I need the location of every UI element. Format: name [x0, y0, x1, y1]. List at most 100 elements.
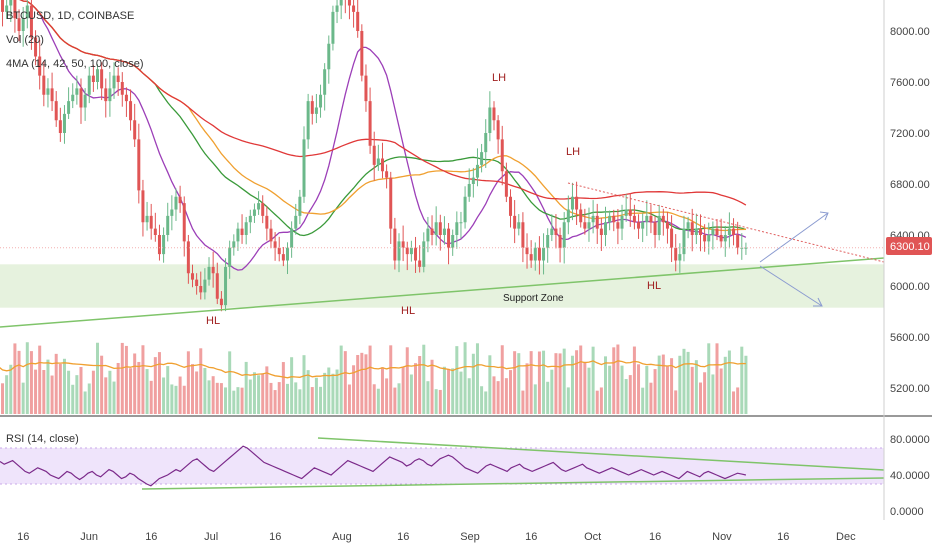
candle-body — [91, 75, 95, 82]
volume-bar — [29, 351, 33, 414]
candle-body — [331, 11, 335, 44]
volume-bar — [290, 357, 294, 414]
candle-body — [277, 247, 281, 255]
candle-body — [740, 247, 744, 249]
rsi-tick-label: 40.0000 — [890, 470, 930, 482]
volume-bar — [570, 355, 574, 414]
candle-body — [475, 164, 479, 178]
volume-bar — [521, 390, 525, 414]
volume-bar — [389, 345, 393, 414]
volume-bar — [294, 382, 298, 414]
candle-body — [517, 222, 521, 229]
volume-bar — [558, 353, 562, 414]
candle-body — [54, 101, 58, 121]
candle-body — [653, 222, 657, 235]
volume-bar — [67, 370, 71, 414]
volume-bar — [352, 365, 356, 414]
volume-bar — [42, 370, 46, 414]
volume-bar — [79, 366, 83, 414]
candle-body — [100, 69, 104, 89]
candle-body — [141, 190, 145, 223]
candle-body — [595, 215, 599, 229]
volume-bar — [91, 370, 95, 414]
volume-bar — [707, 343, 711, 414]
candle-body — [21, 18, 25, 31]
candle-body — [492, 107, 496, 121]
x-tick-label: 16 — [269, 531, 281, 543]
volume-bar — [306, 370, 310, 414]
volume-bar — [199, 348, 203, 414]
candle-body — [397, 241, 401, 261]
candle-body — [195, 279, 199, 286]
volume-bar — [75, 375, 79, 414]
volume-bar — [343, 351, 347, 414]
volume-bar — [595, 390, 599, 414]
candle-body — [25, 5, 29, 19]
volume-bar — [554, 353, 558, 414]
x-tick-label: 16 — [777, 531, 789, 543]
x-tick-label: 16 — [397, 531, 409, 543]
volume-bar — [141, 345, 145, 414]
candle-body — [166, 215, 170, 235]
support-zone — [0, 264, 884, 308]
candle-body — [612, 215, 616, 223]
price-tag: 6300.10 — [886, 237, 932, 255]
x-tick-label: Sep — [460, 531, 480, 543]
volume-bar — [269, 382, 273, 414]
volume-bar — [182, 385, 186, 414]
volume-bar — [58, 363, 62, 414]
volume-bar — [727, 350, 731, 414]
candle-body — [380, 158, 384, 172]
annotation-hl-1: HL — [206, 315, 220, 327]
volume-bar — [149, 380, 153, 414]
candle-body — [467, 184, 471, 197]
candle-body — [352, 5, 356, 12]
x-tick-label: Dec — [836, 531, 856, 543]
volume-bar — [298, 389, 302, 414]
candle-body — [145, 215, 149, 223]
price-tick-label: 6000.00 — [890, 281, 930, 293]
volume-bar — [38, 345, 42, 414]
x-tick-label: Aug — [332, 531, 352, 543]
candle-body — [1, 0, 5, 12]
volume-bar — [434, 389, 438, 414]
volume-bar — [686, 351, 690, 414]
candle-body — [513, 215, 517, 229]
legend-ma: 4MA (14, 42, 50, 100, close) — [6, 58, 144, 70]
candle-body — [265, 215, 269, 229]
volume-bar — [665, 366, 669, 414]
candle-body — [281, 254, 285, 261]
volume-ma-line — [0, 360, 746, 379]
candle-body — [108, 88, 112, 102]
volume-bar — [356, 355, 360, 414]
price-tick-label: 5200.00 — [890, 383, 930, 395]
volume-bar — [694, 360, 698, 414]
candle-body — [533, 247, 537, 261]
candle-body — [347, 0, 351, 6]
candle-body — [252, 209, 256, 216]
volume-bar — [9, 364, 13, 414]
volume-bar — [719, 368, 723, 414]
volume-bar — [670, 358, 674, 414]
candle-body — [360, 31, 364, 76]
rsi-support-trendline — [141, 477, 885, 490]
candle-body — [471, 177, 475, 184]
volume-bar — [637, 364, 641, 414]
volume-bar — [447, 368, 451, 414]
candle-body — [719, 235, 723, 242]
candle-body — [422, 241, 426, 267]
candle-body — [124, 94, 128, 102]
candle-body — [484, 133, 488, 153]
candle-body — [339, 0, 343, 6]
candle-body — [191, 273, 194, 280]
volume-bar — [471, 353, 475, 414]
candle-body — [34, 37, 38, 57]
x-tick-label: 16 — [649, 531, 661, 543]
legend-rsi: RSI (14, close) — [6, 433, 79, 445]
volume-bar — [422, 344, 426, 414]
candle-body — [182, 203, 186, 242]
volume-bar — [496, 381, 500, 414]
volume-bar — [562, 348, 566, 414]
